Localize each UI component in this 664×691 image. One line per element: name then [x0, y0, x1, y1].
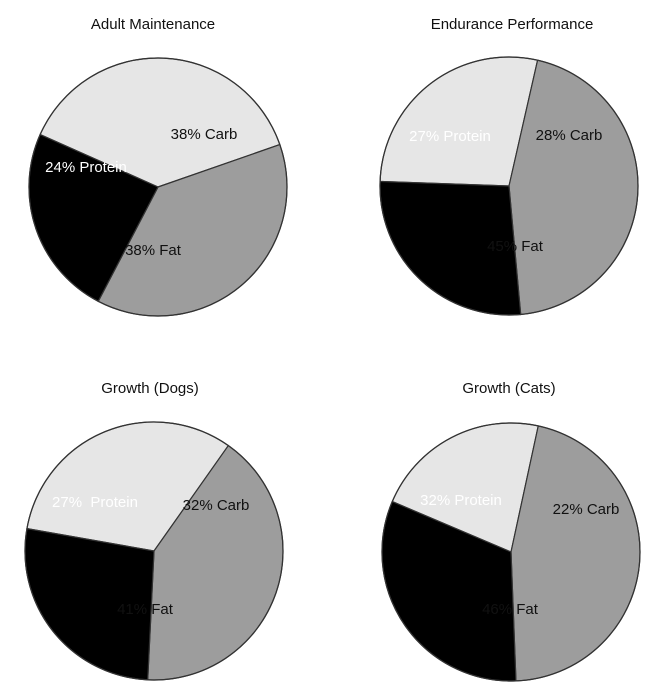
slice-label-fat: 38% Fat: [125, 242, 182, 259]
slice-label-protein: 24% Protein: [45, 159, 127, 176]
slice-label-carb: 22% Carb: [553, 501, 620, 518]
slice-label-carb: 32% Carb: [183, 497, 250, 514]
slice-label-fat: 41% Fat: [117, 601, 174, 618]
slice-label-fat: 46% Fat: [482, 601, 539, 618]
slice-label-protein: 27% Protein: [52, 494, 138, 511]
slice-label-protein: 32% Protein: [420, 492, 502, 509]
pie-outline: [379, 56, 639, 316]
chart-title: Growth (Cats): [462, 380, 556, 397]
chart-title: Adult Maintenance: [90, 16, 216, 33]
pie-outline: [28, 57, 288, 317]
chart-title: Endurance Performance: [430, 16, 594, 33]
pie-outline: [381, 422, 641, 682]
pie-slice-fat: [510, 425, 641, 682]
pie-outline: [24, 421, 284, 681]
chart-title: Growth (Dogs): [101, 380, 199, 397]
slice-label-carb: 28% Carb: [536, 127, 603, 144]
slice-label-protein: 27% Protein: [409, 128, 491, 145]
slice-label-carb: 38% Carb: [171, 126, 238, 143]
slice-label-fat: 45% Fat: [487, 238, 544, 255]
